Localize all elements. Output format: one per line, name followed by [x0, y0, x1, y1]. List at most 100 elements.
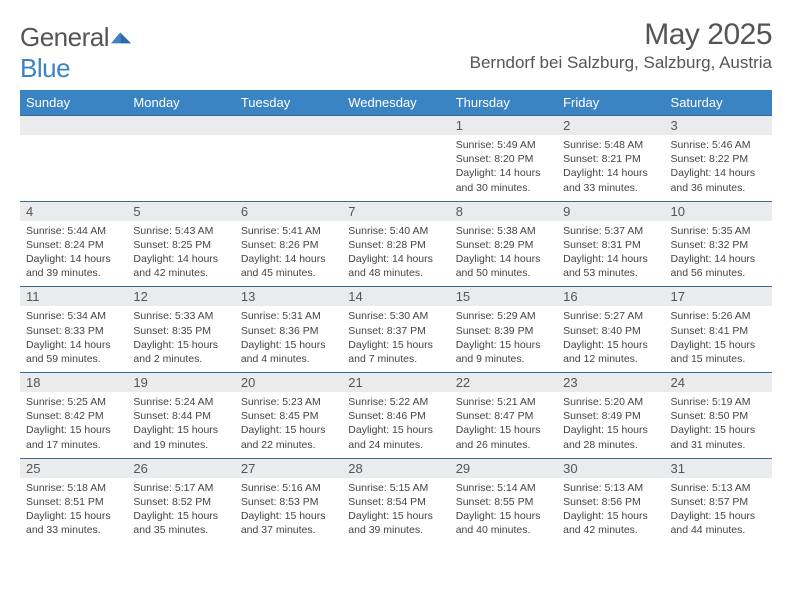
day-body: Sunrise: 5:17 AMSunset: 8:52 PMDaylight:… — [127, 478, 234, 544]
calendar-day-cell: 27Sunrise: 5:16 AMSunset: 8:53 PMDayligh… — [235, 458, 342, 544]
day-number — [20, 115, 127, 135]
sunrise-text: Sunrise: 5:46 AM — [671, 138, 766, 152]
sunset-text: Sunset: 8:28 PM — [348, 238, 443, 252]
day-number: 9 — [557, 201, 664, 221]
day-body: Sunrise: 5:38 AMSunset: 8:29 PMDaylight:… — [450, 221, 557, 287]
daylight-text: Daylight: 14 hours and 42 minutes. — [133, 252, 228, 280]
day-number: 10 — [665, 201, 772, 221]
day-body: Sunrise: 5:43 AMSunset: 8:25 PMDaylight:… — [127, 221, 234, 287]
day-number: 21 — [342, 372, 449, 392]
daylight-text: Daylight: 15 hours and 7 minutes. — [348, 338, 443, 366]
day-body: Sunrise: 5:29 AMSunset: 8:39 PMDaylight:… — [450, 306, 557, 372]
sunrise-text: Sunrise: 5:31 AM — [241, 309, 336, 323]
day-body: Sunrise: 5:14 AMSunset: 8:55 PMDaylight:… — [450, 478, 557, 544]
sunrise-text: Sunrise: 5:34 AM — [26, 309, 121, 323]
sunrise-text: Sunrise: 5:23 AM — [241, 395, 336, 409]
location-text: Berndorf bei Salzburg, Salzburg, Austria — [470, 53, 772, 73]
daylight-text: Daylight: 14 hours and 53 minutes. — [563, 252, 658, 280]
day-number: 17 — [665, 286, 772, 306]
sunrise-text: Sunrise: 5:27 AM — [563, 309, 658, 323]
day-body — [342, 135, 449, 193]
calendar-day-cell — [235, 115, 342, 201]
day-number: 23 — [557, 372, 664, 392]
daylight-text: Daylight: 14 hours and 50 minutes. — [456, 252, 551, 280]
weekday-head: Monday — [127, 90, 234, 115]
day-number: 14 — [342, 286, 449, 306]
day-number: 2 — [557, 115, 664, 135]
sunrise-text: Sunrise: 5:26 AM — [671, 309, 766, 323]
calendar-week-row: 25Sunrise: 5:18 AMSunset: 8:51 PMDayligh… — [20, 458, 772, 544]
sunrise-text: Sunrise: 5:15 AM — [348, 481, 443, 495]
weekday-head: Tuesday — [235, 90, 342, 115]
sunset-text: Sunset: 8:54 PM — [348, 495, 443, 509]
day-body: Sunrise: 5:30 AMSunset: 8:37 PMDaylight:… — [342, 306, 449, 372]
sunrise-text: Sunrise: 5:48 AM — [563, 138, 658, 152]
daylight-text: Daylight: 14 hours and 39 minutes. — [26, 252, 121, 280]
calendar-day-cell: 26Sunrise: 5:17 AMSunset: 8:52 PMDayligh… — [127, 458, 234, 544]
sunset-text: Sunset: 8:35 PM — [133, 324, 228, 338]
day-body: Sunrise: 5:16 AMSunset: 8:53 PMDaylight:… — [235, 478, 342, 544]
daylight-text: Daylight: 14 hours and 48 minutes. — [348, 252, 443, 280]
sunset-text: Sunset: 8:40 PM — [563, 324, 658, 338]
sunrise-text: Sunrise: 5:41 AM — [241, 224, 336, 238]
calendar-day-cell: 31Sunrise: 5:13 AMSunset: 8:57 PMDayligh… — [665, 458, 772, 544]
day-body: Sunrise: 5:35 AMSunset: 8:32 PMDaylight:… — [665, 221, 772, 287]
sunset-text: Sunset: 8:45 PM — [241, 409, 336, 423]
daylight-text: Daylight: 15 hours and 12 minutes. — [563, 338, 658, 366]
calendar-day-cell: 7 Sunrise: 5:40 AMSunset: 8:28 PMDaylight… — [342, 201, 449, 287]
calendar-day-cell: 2Sunrise: 5:48 AMSunset: 8:21 PMDaylight… — [557, 115, 664, 201]
day-number: 15 — [450, 286, 557, 306]
day-number: 8 — [450, 201, 557, 221]
calendar-day-cell: 6Sunrise: 5:41 AMSunset: 8:26 PMDaylight… — [235, 201, 342, 287]
daylight-text: Daylight: 14 hours and 30 minutes. — [456, 166, 551, 194]
daylight-text: Daylight: 15 hours and 26 minutes. — [456, 423, 551, 451]
sunrise-text: Sunrise: 5:17 AM — [133, 481, 228, 495]
sunset-text: Sunset: 8:25 PM — [133, 238, 228, 252]
day-number: 7 — [342, 201, 449, 221]
sunrise-text: Sunrise: 5:29 AM — [456, 309, 551, 323]
day-body: Sunrise: 5:13 AMSunset: 8:57 PMDaylight:… — [665, 478, 772, 544]
day-number: 16 — [557, 286, 664, 306]
daylight-text: Daylight: 15 hours and 2 minutes. — [133, 338, 228, 366]
calendar-day-cell: 5Sunrise: 5:43 AMSunset: 8:25 PMDaylight… — [127, 201, 234, 287]
day-number: 29 — [450, 458, 557, 478]
sunset-text: Sunset: 8:52 PM — [133, 495, 228, 509]
daylight-text: Daylight: 15 hours and 31 minutes. — [671, 423, 766, 451]
day-body: Sunrise: 5:24 AMSunset: 8:44 PMDaylight:… — [127, 392, 234, 458]
day-number: 6 — [235, 201, 342, 221]
sunset-text: Sunset: 8:55 PM — [456, 495, 551, 509]
day-body: Sunrise: 5:13 AMSunset: 8:56 PMDaylight:… — [557, 478, 664, 544]
daylight-text: Daylight: 15 hours and 33 minutes. — [26, 509, 121, 537]
day-body: Sunrise: 5:46 AMSunset: 8:22 PMDaylight:… — [665, 135, 772, 201]
day-body: Sunrise: 5:37 AMSunset: 8:31 PMDaylight:… — [557, 221, 664, 287]
day-number: 11 — [20, 286, 127, 306]
daylight-text: Daylight: 15 hours and 9 minutes. — [456, 338, 551, 366]
calendar-day-cell: 14Sunrise: 5:30 AMSunset: 8:37 PMDayligh… — [342, 286, 449, 372]
weekday-head: Sunday — [20, 90, 127, 115]
sunset-text: Sunset: 8:57 PM — [671, 495, 766, 509]
sunset-text: Sunset: 8:36 PM — [241, 324, 336, 338]
day-number: 30 — [557, 458, 664, 478]
daylight-text: Daylight: 14 hours and 56 minutes. — [671, 252, 766, 280]
sunset-text: Sunset: 8:51 PM — [26, 495, 121, 509]
calendar-day-cell: 9Sunrise: 5:37 AMSunset: 8:31 PMDaylight… — [557, 201, 664, 287]
day-number: 4 — [20, 201, 127, 221]
day-number: 12 — [127, 286, 234, 306]
day-body: Sunrise: 5:44 AMSunset: 8:24 PMDaylight:… — [20, 221, 127, 287]
calendar-week-row: 18Sunrise: 5:25 AMSunset: 8:42 PMDayligh… — [20, 372, 772, 458]
day-body: Sunrise: 5:15 AMSunset: 8:54 PMDaylight:… — [342, 478, 449, 544]
day-number: 26 — [127, 458, 234, 478]
daylight-text: Daylight: 15 hours and 17 minutes. — [26, 423, 121, 451]
sunset-text: Sunset: 8:47 PM — [456, 409, 551, 423]
sunrise-text: Sunrise: 5:18 AM — [26, 481, 121, 495]
calendar-day-cell: 15Sunrise: 5:29 AMSunset: 8:39 PMDayligh… — [450, 286, 557, 372]
sunrise-text: Sunrise: 5:38 AM — [456, 224, 551, 238]
day-number: 20 — [235, 372, 342, 392]
calendar-week-row: 11Sunrise: 5:34 AMSunset: 8:33 PMDayligh… — [20, 286, 772, 372]
calendar-day-cell: 19Sunrise: 5:24 AMSunset: 8:44 PMDayligh… — [127, 372, 234, 458]
daylight-text: Daylight: 15 hours and 19 minutes. — [133, 423, 228, 451]
calendar-body: 1Sunrise: 5:49 AMSunset: 8:20 PMDaylight… — [20, 115, 772, 543]
sunrise-text: Sunrise: 5:40 AM — [348, 224, 443, 238]
daylight-text: Daylight: 15 hours and 35 minutes. — [133, 509, 228, 537]
weekday-head: Wednesday — [342, 90, 449, 115]
